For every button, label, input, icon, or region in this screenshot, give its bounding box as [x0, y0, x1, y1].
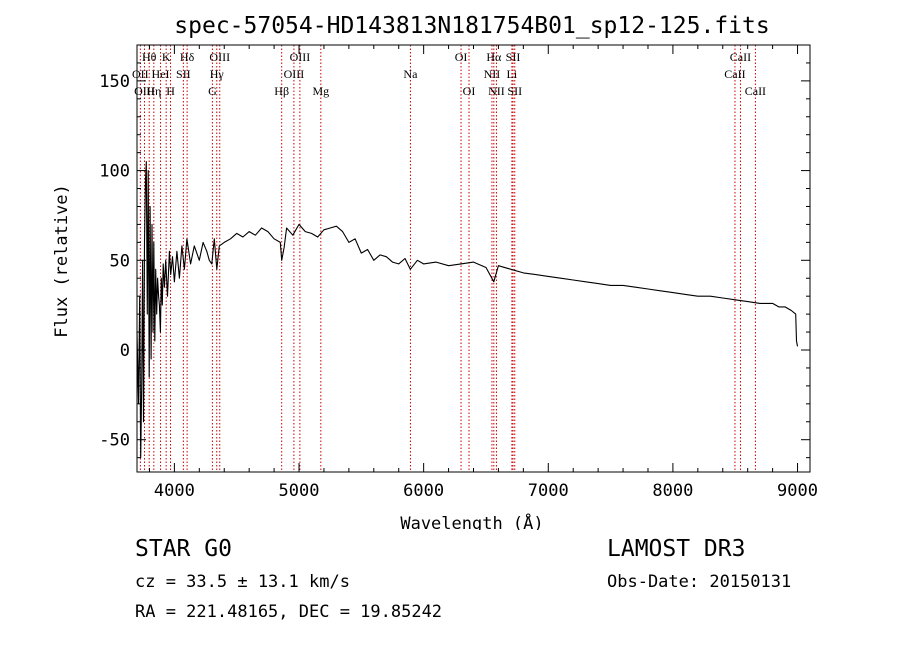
spectral-line-label: OIII — [284, 67, 305, 81]
spectral-line-label: Hδ — [180, 50, 195, 64]
spectrum-chart: spec-57054-HD143813N181754B01_sp12-125.f… — [52, 13, 818, 530]
spectral-line-label: NII — [488, 84, 505, 98]
spectral-line-label: SII — [176, 67, 191, 81]
spectral-line-label: Hγ — [210, 67, 225, 81]
x-tick-label: 7000 — [528, 481, 569, 501]
y-tick-label: -50 — [99, 431, 130, 451]
redshift-velocity: cz = 33.5 ± 13.1 km/s — [135, 572, 350, 592]
y-tick-label: 100 — [99, 162, 130, 182]
spectral-line-label: SII — [507, 84, 522, 98]
spectral-line-label: G — [208, 84, 217, 98]
spectral-line-label: HeI — [152, 67, 170, 81]
x-axis-label: Wavelength (Å) — [400, 512, 543, 530]
spectral-line-label: Na — [403, 67, 418, 81]
spectral-line-markers — [139, 45, 756, 472]
spectrum-layer — [136, 161, 799, 459]
chart-title: spec-57054-HD143813N181754B01_sp12-125.f… — [174, 13, 769, 39]
plot-frame — [136, 44, 811, 473]
spectral-line-label: Hθ — [142, 50, 157, 64]
spectral-line-label: Hη — [146, 84, 161, 98]
spectral-line-label: OIII — [209, 50, 230, 64]
y-tick-label: 50 — [110, 251, 130, 271]
object-class: STAR G0 — [135, 536, 232, 562]
coordinates: RA = 221.48165, DEC = 19.85242 — [135, 602, 443, 622]
spectral-line-label: OIII — [290, 50, 311, 64]
spectral-line-label: Li — [507, 67, 518, 81]
x-tick-label: 9000 — [777, 481, 818, 501]
spectral-line-label: Hα — [486, 50, 502, 64]
spectral-line-label: OI — [463, 84, 476, 98]
axes: 4000 5000 6000 7000 8000 9000 -50 0 50 100 150 — [99, 45, 818, 501]
spectral-line-label: OII — [132, 67, 149, 81]
spectral-line-label: CaII — [745, 84, 766, 98]
x-tick-label: 6000 — [403, 481, 444, 501]
x-tick-label: 4000 — [154, 481, 195, 501]
spectral-line-label: H — [166, 84, 175, 98]
y-tick-label: 0 — [120, 341, 130, 361]
spectral-line-label: OI — [455, 50, 468, 64]
spectral-line-label: K — [162, 50, 171, 64]
x-tick-label: 5000 — [279, 481, 320, 501]
spectral-line-label: NII — [484, 67, 501, 81]
y-axis-label: Flux (relative) — [52, 184, 72, 338]
spectral-line-label: SII — [506, 50, 521, 64]
x-tick-label: 8000 — [652, 481, 693, 501]
survey-release: LAMOST DR3 — [607, 536, 746, 562]
y-tick-label: 150 — [99, 72, 130, 92]
spectrum-series-line — [136, 161, 799, 459]
spectral-line-label: OIII — [134, 84, 155, 98]
spectral-line-label: Hβ — [274, 84, 289, 98]
observation-date: Obs-Date: 20150131 — [607, 572, 792, 592]
spectral-line-label: CaII — [724, 67, 745, 81]
spectral-line-label: CaII — [730, 50, 751, 64]
spectral-line-label: Mg — [312, 84, 329, 98]
